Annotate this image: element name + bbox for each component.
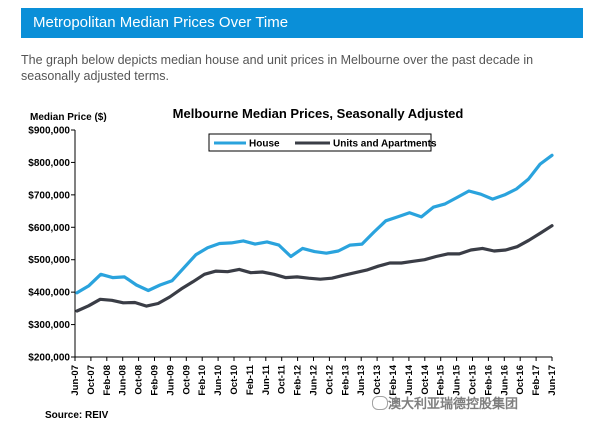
y-tick-label: $800,000 — [28, 158, 70, 169]
x-tick-label: Feb-12 — [293, 365, 304, 396]
x-tick-label: Jun-10 — [213, 365, 224, 396]
x-tick-label: Jun-14 — [404, 364, 415, 395]
page-title: Metropolitan Median Prices Over Time — [33, 14, 289, 31]
x-tick-label: Feb-10 — [197, 365, 208, 396]
x-tick-label: Feb-08 — [102, 365, 113, 396]
x-tick-label: Oct-09 — [181, 365, 192, 395]
y-tick-label: $400,000 — [28, 288, 70, 299]
x-tick-label: Oct-12 — [324, 365, 335, 395]
units-series-line — [75, 224, 554, 313]
x-tick-label: Jun-15 — [452, 364, 463, 395]
y-tick-label: $700,000 — [28, 190, 70, 201]
x-tick-label: Feb-09 — [150, 365, 161, 396]
y-tick-label: $900,000 — [28, 126, 70, 137]
x-tick-label: Feb-14 — [388, 364, 399, 395]
x-tick-label: Feb-16 — [483, 365, 494, 396]
x-tick-label: Oct-10 — [229, 365, 240, 395]
x-tick-label: Feb-13 — [340, 365, 351, 396]
x-tick-label: Oct-08 — [134, 365, 145, 395]
source-note: Source: REIV — [45, 410, 109, 421]
x-tick-label: Jun-11 — [261, 364, 272, 395]
x-tick-label: Oct-13 — [372, 365, 383, 395]
house-series-line — [75, 153, 554, 295]
x-tick-label: Jun-09 — [165, 365, 176, 396]
y-tick-label: $300,000 — [28, 320, 70, 331]
legend-item-units: Units and Apartments — [333, 139, 437, 150]
x-tick-label: Jun-13 — [356, 365, 367, 396]
x-tick-label: Jun-08 — [118, 365, 129, 396]
x-tick-label: Oct-14 — [420, 364, 431, 394]
header-banner: Metropolitan Median Prices Over Time — [21, 8, 583, 38]
x-tick-label: Oct-07 — [86, 365, 97, 395]
watermark-text: 澳大利亚瑞德控股集团 — [388, 396, 519, 411]
y-tick-label: $500,000 — [28, 255, 70, 266]
wechat-icon — [372, 396, 388, 410]
x-tick-label: Feb-17 — [531, 365, 542, 396]
x-tick-label: Jun-07 — [70, 365, 81, 396]
x-tick-label: Oct-16 — [515, 365, 526, 395]
x-tick-label: Jun-17 — [547, 365, 558, 396]
y-axis-label: Median Price ($) — [30, 112, 107, 123]
x-tick-label: Oct-11 — [277, 364, 288, 394]
x-tick-label: Oct-15 — [468, 364, 479, 394]
legend: House Units and Apartments — [208, 133, 437, 152]
x-tick-label: Feb-11 — [245, 364, 256, 395]
chart-title: Melbourne Median Prices, Seasonally Adju… — [173, 106, 464, 121]
y-tick-label: $600,000 — [28, 223, 70, 234]
x-tick-label: Jun-12 — [309, 365, 320, 396]
legend-item-house: House — [249, 139, 280, 150]
y-tick-label: $200,000 — [28, 353, 70, 364]
description-text: The graph below depicts median house and… — [21, 53, 534, 83]
x-tick-label: Jun-16 — [499, 365, 510, 396]
x-tick-label: Feb-15 — [436, 364, 447, 395]
